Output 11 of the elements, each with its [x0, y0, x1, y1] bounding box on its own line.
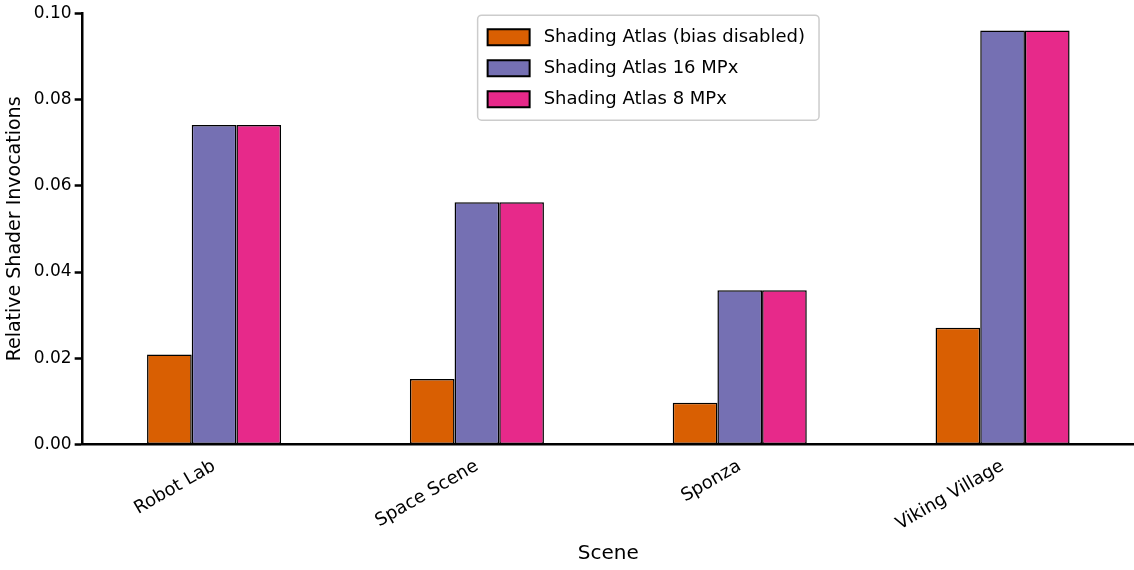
y-tick-label: 0.00 — [33, 433, 72, 454]
legend-label: Shading Atlas 16 MPx — [543, 55, 739, 77]
y-tick-label: 0.02 — [33, 346, 72, 367]
y-tick-label: 0.06 — [33, 174, 72, 195]
y-tick-label: 0.04 — [33, 260, 72, 281]
y-axis-title: Relative Shader Invocations — [2, 96, 25, 362]
y-tick-label: 0.08 — [33, 87, 72, 108]
y-tick-label: 0.10 — [33, 1, 72, 22]
legend-label: Shading Atlas (bias disabled) — [543, 24, 806, 46]
legend-label: Shading Atlas 8 MPx — [543, 86, 728, 108]
x-axis-title: Scene — [577, 540, 639, 565]
